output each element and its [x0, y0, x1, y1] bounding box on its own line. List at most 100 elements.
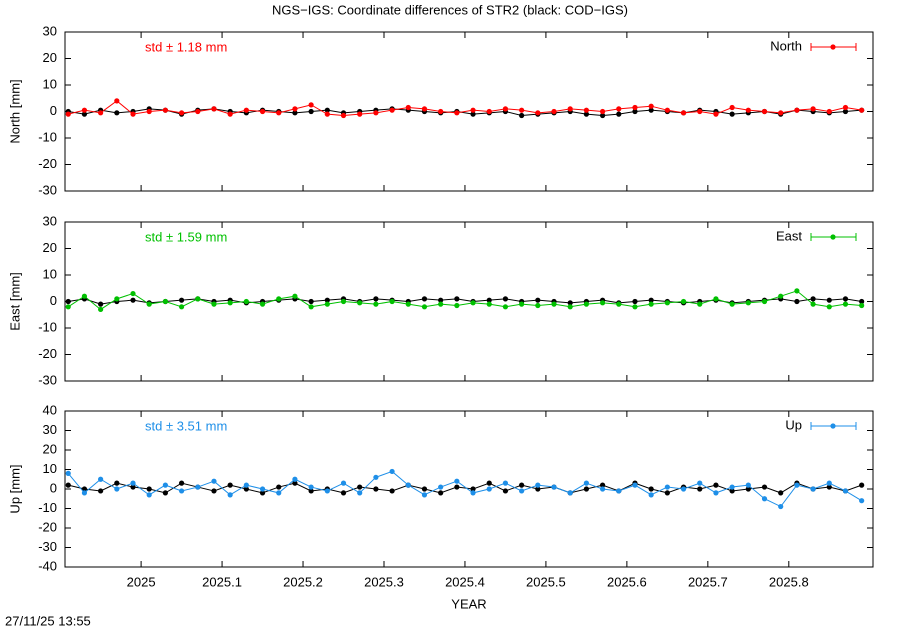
- plot-frame: [64, 31, 874, 192]
- data-point: [842, 108, 849, 115]
- x-tick-label: 2025.7: [688, 574, 728, 589]
- data-point: [454, 296, 460, 302]
- annotation: std ± 1.59 mm: [145, 229, 227, 244]
- data-point: [421, 304, 428, 310]
- data-point: [826, 480, 832, 486]
- data-point: [599, 486, 606, 492]
- data-point: [567, 106, 573, 112]
- data-point: [114, 486, 120, 492]
- data-point: [438, 297, 444, 303]
- data-point: [227, 300, 233, 306]
- data-point: [65, 298, 71, 305]
- data-point: [470, 111, 476, 117]
- data-point: [162, 482, 168, 488]
- data-point: [130, 111, 136, 117]
- data-point: [502, 304, 509, 310]
- data-point: [114, 98, 120, 104]
- data-point: [162, 298, 168, 305]
- x-tick-label: 2025: [127, 574, 156, 589]
- data-point: [761, 496, 768, 502]
- data-point: [373, 296, 379, 302]
- data-point: [486, 108, 492, 115]
- data-point: [421, 106, 428, 112]
- x-tick-label: 2025.8: [769, 574, 809, 589]
- data-point: [454, 478, 460, 484]
- data-point: [81, 293, 88, 299]
- data-point: [178, 297, 185, 303]
- data-point: [648, 297, 654, 303]
- data-point: [648, 107, 654, 113]
- data-point: [470, 107, 476, 113]
- data-point: [810, 296, 816, 302]
- y-tick-label: -10: [38, 500, 57, 515]
- data-point: [114, 480, 120, 486]
- data-point: [373, 301, 379, 307]
- data-point: [826, 484, 832, 490]
- data-point: [211, 106, 217, 112]
- legend-label: Up: [785, 417, 802, 432]
- plot-frame: [64, 221, 874, 382]
- annotation: std ± 3.51 mm: [145, 418, 227, 433]
- data-point: [373, 474, 379, 480]
- data-point: [778, 110, 784, 116]
- data-point: [761, 108, 768, 115]
- data-point: [130, 480, 136, 486]
- data-point: [308, 488, 314, 494]
- data-point: [405, 104, 411, 111]
- data-point: [98, 488, 104, 494]
- data-point: [729, 104, 735, 111]
- data-point: [340, 480, 347, 486]
- data-point: [178, 110, 185, 116]
- data-point: [599, 482, 606, 488]
- y-axis-label: East [mm]: [7, 272, 22, 331]
- data-point: [664, 300, 670, 306]
- data-point: [389, 298, 395, 305]
- data-point: [632, 104, 638, 111]
- data-point: [81, 107, 88, 113]
- data-point: [243, 486, 249, 492]
- data-point: [373, 486, 379, 492]
- y-tick-label: 20: [43, 441, 57, 456]
- data-point: [438, 108, 444, 115]
- data-point: [583, 301, 589, 307]
- data-point: [664, 490, 670, 496]
- data-point: [276, 490, 282, 496]
- data-point: [130, 297, 136, 303]
- data-point: [680, 110, 687, 116]
- data-point: [324, 297, 330, 303]
- y-tick-label: 30: [43, 213, 57, 228]
- x-tick-label: 2025.3: [364, 574, 404, 589]
- data-point: [389, 107, 395, 113]
- data-point: [195, 484, 201, 490]
- y-tick-label: 20: [43, 50, 57, 65]
- y-tick-label: 10: [43, 461, 57, 476]
- data-point: [713, 296, 719, 302]
- data-point: [697, 480, 703, 486]
- data-point: [324, 488, 330, 494]
- data-point: [713, 490, 719, 496]
- data-point: [146, 486, 152, 492]
- data-point: [567, 304, 573, 310]
- data-point: [826, 108, 832, 115]
- data-point: [794, 107, 800, 113]
- data-point: [632, 298, 638, 305]
- data-point: [211, 301, 217, 307]
- y-tick-label: 30: [43, 422, 57, 437]
- x-tick-label: 2025.1: [202, 574, 242, 589]
- data-point: [502, 296, 509, 302]
- data-point: [146, 301, 152, 307]
- y-tick-label: -30: [38, 539, 57, 554]
- data-point: [551, 108, 557, 115]
- data-point: [421, 486, 428, 492]
- data-point: [697, 108, 703, 115]
- data-point: [616, 301, 622, 307]
- data-point: [438, 490, 444, 496]
- data-point: [713, 482, 719, 488]
- data-point: [276, 296, 282, 302]
- data-point: [438, 484, 444, 490]
- data-point: [502, 488, 509, 494]
- data-point: [745, 300, 751, 306]
- data-point: [648, 301, 654, 307]
- legend-marker: [830, 44, 836, 50]
